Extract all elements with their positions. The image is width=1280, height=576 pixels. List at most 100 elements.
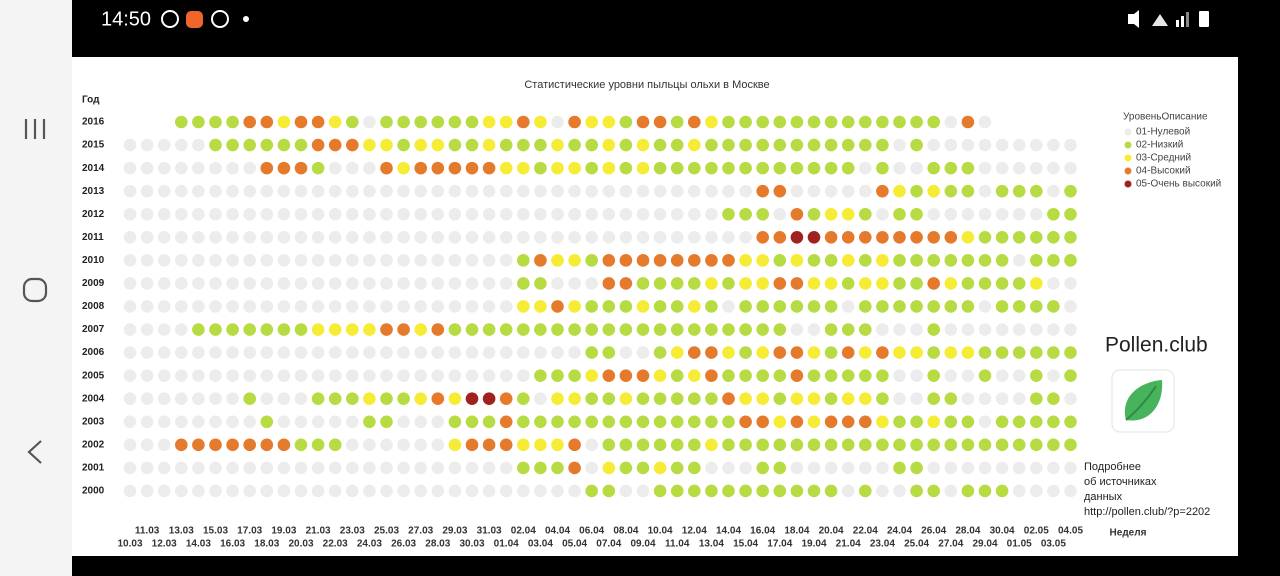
dot xyxy=(499,161,513,175)
dot xyxy=(602,392,616,406)
dot xyxy=(1064,392,1077,406)
dot xyxy=(243,484,256,498)
dot xyxy=(226,115,239,129)
dot xyxy=(328,300,342,313)
dot xyxy=(653,484,667,498)
dot xyxy=(465,184,479,198)
dot xyxy=(175,254,188,267)
dot xyxy=(448,231,462,244)
dot xyxy=(636,161,650,175)
x-tick-label: 05.04 xyxy=(562,539,587,550)
dot xyxy=(602,438,616,452)
dot xyxy=(209,184,222,198)
info-link[interactable]: http://pollen.club/?p=2202 xyxy=(1084,506,1210,518)
dot xyxy=(448,115,462,129)
dot xyxy=(363,461,376,475)
dot xyxy=(328,461,342,475)
dot xyxy=(499,115,513,129)
dot xyxy=(995,369,1009,382)
dot xyxy=(346,323,359,336)
dot xyxy=(380,184,393,198)
x-tick-label: 16.03 xyxy=(220,539,245,550)
dot xyxy=(824,415,838,429)
dot xyxy=(636,277,650,290)
dot xyxy=(1030,184,1043,198)
dot xyxy=(192,461,205,475)
dot xyxy=(175,484,188,498)
dot xyxy=(1047,231,1060,244)
dot xyxy=(499,184,513,198)
dot xyxy=(619,323,633,336)
dot xyxy=(448,369,462,382)
dot xyxy=(175,277,188,290)
dot xyxy=(380,392,393,406)
dot xyxy=(944,323,958,336)
x-tick-label: 24.03 xyxy=(357,539,382,550)
dot xyxy=(260,369,274,382)
x-tick-label: 04.05 xyxy=(1058,526,1083,537)
dot xyxy=(448,438,462,452)
nav-back[interactable] xyxy=(27,440,42,464)
dot xyxy=(739,300,752,313)
dot xyxy=(551,323,564,336)
dot xyxy=(140,231,154,244)
dot xyxy=(192,323,205,336)
dot xyxy=(140,300,154,313)
nav-home[interactable] xyxy=(22,277,48,303)
dot xyxy=(482,254,496,267)
dot xyxy=(465,415,479,429)
dot xyxy=(448,300,462,313)
dot xyxy=(346,461,359,475)
dot xyxy=(346,392,359,406)
dot xyxy=(311,161,325,175)
dot xyxy=(209,254,222,267)
dot xyxy=(978,369,992,382)
dot xyxy=(482,369,496,382)
dot xyxy=(807,277,821,290)
dot xyxy=(294,323,308,336)
dot xyxy=(517,161,530,175)
x-tick-label: 18.03 xyxy=(254,539,279,550)
dot xyxy=(961,207,975,221)
dot xyxy=(859,323,872,336)
dot xyxy=(739,254,752,267)
dot xyxy=(688,161,701,175)
x-tick-label: 27.03 xyxy=(408,526,433,537)
dot xyxy=(123,184,137,198)
dot xyxy=(431,438,445,452)
dot xyxy=(773,161,787,175)
dot xyxy=(209,323,222,336)
dot xyxy=(448,415,462,429)
dot xyxy=(807,392,821,406)
dot xyxy=(175,184,188,198)
dot xyxy=(380,207,393,221)
dot xyxy=(978,415,992,429)
dot xyxy=(175,138,188,152)
dot xyxy=(602,277,616,290)
dot xyxy=(568,392,581,406)
dot xyxy=(363,369,376,382)
dot xyxy=(619,115,633,129)
dot xyxy=(431,138,445,152)
dot xyxy=(260,346,274,359)
legend-label: 04-Высокий xyxy=(1136,166,1191,177)
dot xyxy=(910,392,923,406)
dot xyxy=(602,346,616,359)
dot xyxy=(294,438,308,452)
dot xyxy=(653,346,667,359)
nav-recent[interactable] xyxy=(24,119,46,139)
dot xyxy=(773,138,787,152)
dot xyxy=(517,369,530,382)
dot xyxy=(397,415,410,429)
dot xyxy=(824,392,838,406)
dot xyxy=(739,415,752,429)
dot xyxy=(688,484,701,498)
dot xyxy=(722,184,735,198)
dot xyxy=(551,161,564,175)
x-tick-label: 04.04 xyxy=(545,526,570,537)
dot xyxy=(859,346,872,359)
dot xyxy=(346,161,359,175)
dot xyxy=(363,161,376,175)
dot xyxy=(380,346,393,359)
dot xyxy=(1064,300,1077,313)
